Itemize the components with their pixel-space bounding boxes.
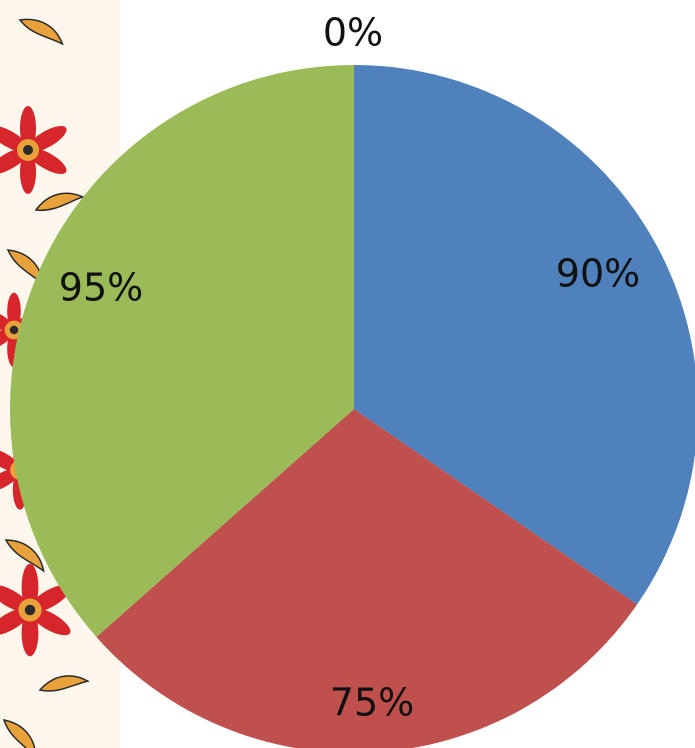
pie-slice-1: [354, 65, 695, 605]
pie-slice-2: [96, 409, 638, 748]
pie-slice-3: [9, 65, 354, 637]
data-label-4: 0%: [323, 11, 383, 55]
data-label-1: 90%: [556, 252, 640, 296]
data-label-3: 95%: [59, 266, 143, 310]
pie-slices: [9, 65, 695, 748]
data-label-2: 75%: [330, 681, 414, 725]
pie-data-labels: 90% 75% 95% 0%: [59, 11, 640, 725]
